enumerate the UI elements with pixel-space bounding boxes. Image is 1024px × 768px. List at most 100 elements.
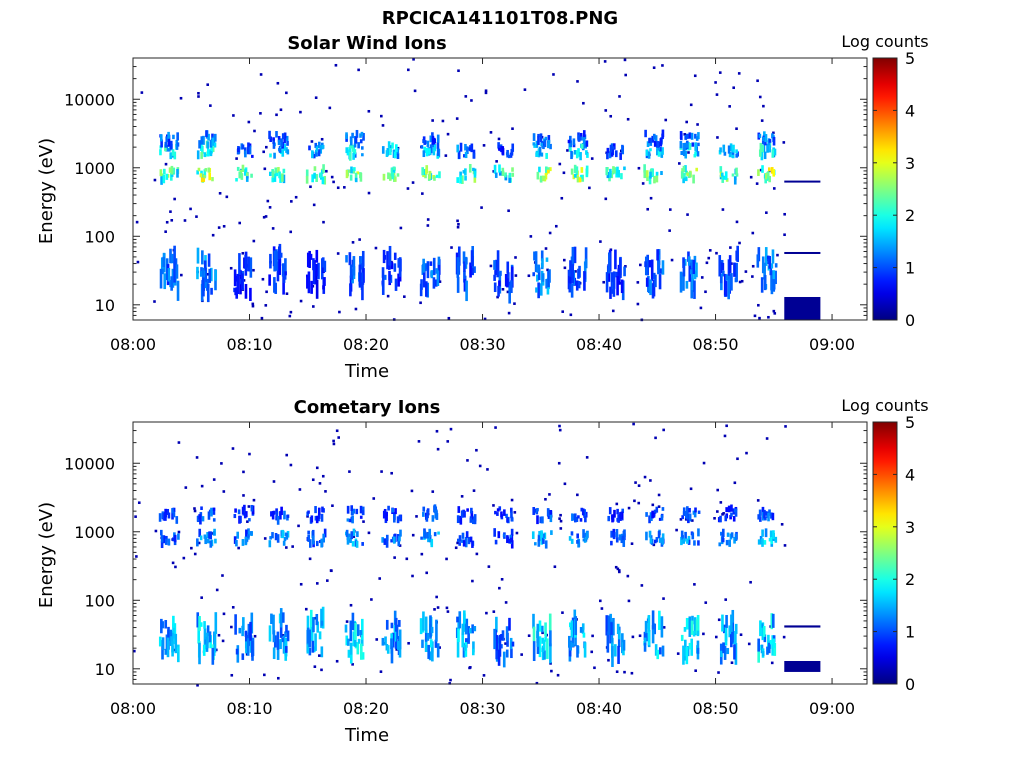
- spectrogram-cell: [311, 478, 315, 482]
- spectrogram-cell: [176, 280, 180, 301]
- spectrogram-cell: [774, 536, 778, 543]
- spectrogram-cell: [652, 279, 656, 297]
- spectrogram-cell: [537, 539, 541, 547]
- spectrogram-cell: [419, 301, 422, 305]
- spectrogram-cell: [549, 143, 552, 150]
- spectrogram-cell: [450, 246, 453, 249]
- spectrogram-cell: [176, 142, 180, 147]
- spectrogram-cell: [308, 145, 311, 151]
- spectrogram-cell: [679, 131, 683, 140]
- spectrogram-cell: [718, 255, 722, 277]
- spectrogram-cell: [385, 619, 389, 630]
- spectrogram-cell: [193, 507, 196, 510]
- colorbar-tick-label: 2: [905, 206, 915, 225]
- spectrogram-cell: [545, 152, 548, 159]
- spectrogram-cell: [585, 150, 588, 155]
- spectrogram-cell: [648, 260, 652, 268]
- spectrogram-cell: [560, 196, 564, 200]
- spectrogram-cell: [636, 302, 640, 306]
- spectrogram-cell: [680, 530, 684, 538]
- spectrogram-cell: [427, 644, 430, 659]
- spectrogram-cell: [670, 258, 674, 262]
- spectrogram-cell: [249, 287, 252, 301]
- spectrogram-cell: [655, 506, 659, 513]
- spectrogram-cell: [475, 552, 479, 556]
- spectrogram-cell: [397, 538, 401, 547]
- spectrogram-cell: [234, 508, 237, 513]
- spectrogram-cell: [235, 648, 239, 655]
- spectrogram-cell: [321, 506, 324, 513]
- spectrogram-cell: [268, 206, 272, 209]
- spectrogram-cell: [308, 647, 312, 656]
- spectrogram-cell: [758, 149, 762, 157]
- spectrogram-cell: [167, 148, 171, 152]
- spectrogram-cell: [761, 138, 765, 145]
- spectrogram-cell: [319, 540, 322, 544]
- spectrogram-cell: [351, 144, 355, 152]
- spectrogram-cell: [357, 142, 360, 149]
- spectrogram-cell: [537, 133, 540, 138]
- spectrogram-cell: [390, 638, 393, 650]
- spectrogram-cell: [448, 682, 452, 685]
- spectrogram-cell: [473, 170, 477, 179]
- spectrogram-cell: [537, 534, 541, 542]
- spectrogram-cell: [536, 274, 539, 282]
- spectrogram-cell: [539, 516, 543, 524]
- spectrogram-cell: [580, 507, 584, 512]
- spectrogram-cell: [307, 510, 310, 514]
- spectrogram-cell: [252, 498, 256, 502]
- spectrogram-cell: [238, 253, 241, 276]
- spectrogram-cell: [461, 175, 464, 185]
- spectrogram-cell: [336, 252, 340, 255]
- spectrogram-cell: [338, 310, 341, 314]
- spectrogram-cell: [510, 511, 513, 519]
- spectrogram-cell: [764, 528, 768, 538]
- spectrogram-cell: [682, 262, 686, 277]
- spectrogram-cell: [354, 622, 357, 640]
- spectrogram-cell: [394, 617, 398, 632]
- spectrogram-cell: [634, 481, 637, 484]
- spectrogram-cell: [352, 169, 356, 174]
- spectrogram-cell: [391, 632, 395, 648]
- spectrogram-cell: [654, 135, 658, 142]
- spectrogram-cell: [585, 531, 589, 540]
- spectrogram-cell: [542, 537, 545, 544]
- colorbar-tick-label: 1: [905, 623, 915, 642]
- spectrogram-cell: [169, 140, 173, 150]
- spectrogram-cell: [497, 145, 501, 150]
- spectrogram-cell: [473, 177, 477, 183]
- spectrogram-cell: [660, 616, 664, 638]
- spectrogram-cell: [405, 557, 409, 561]
- spectrogram-cell: [651, 610, 655, 630]
- spectrogram-cell: [537, 267, 541, 281]
- spectrogram-cell: [241, 539, 245, 546]
- spectrogram-cell: [167, 512, 171, 519]
- spectrogram-cell: [725, 614, 728, 628]
- spectrogram-cell: [235, 178, 238, 182]
- spectrogram-cell: [208, 172, 212, 181]
- spectrogram-cell: [200, 596, 203, 599]
- spectrogram-cell: [385, 150, 389, 157]
- spectrogram-cell: [349, 138, 353, 146]
- spectrogram-cell: [728, 255, 732, 273]
- spectrogram-cell: [391, 508, 395, 513]
- spectrogram-cell: [357, 638, 361, 644]
- spectrogram-cell: [582, 538, 586, 542]
- spectrogram-cell: [762, 136, 765, 142]
- spectrogram-cell: [755, 182, 759, 185]
- spectrogram-cell: [278, 171, 281, 179]
- spectrogram-cell: [684, 531, 687, 540]
- spectrogram-cell: [458, 542, 462, 546]
- spectrogram-cell: [618, 534, 622, 541]
- spectrogram-cell: [532, 133, 536, 141]
- spectrogram-cell: [321, 176, 325, 185]
- spectrogram-cell: [572, 143, 576, 148]
- spectrogram-cell: [691, 519, 694, 522]
- spectrogram-cell: [206, 632, 209, 649]
- spectrogram-cell: [676, 652, 680, 655]
- spectrogram-cell: [770, 613, 774, 630]
- spectrogram-cell: [196, 170, 199, 175]
- spectrogram-cell: [489, 131, 493, 134]
- spectrogram-cell: [428, 170, 432, 179]
- spectrogram-cell: [637, 501, 641, 505]
